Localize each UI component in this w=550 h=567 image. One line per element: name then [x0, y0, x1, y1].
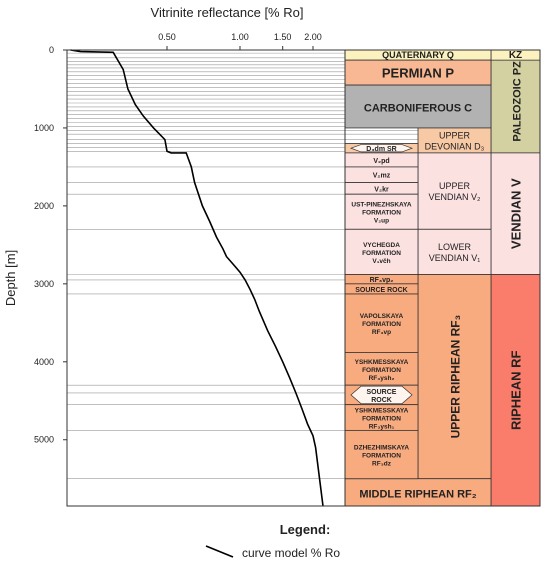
x-tick-label: 0.50: [158, 32, 176, 42]
y-tick-label: 2000: [34, 201, 54, 211]
legend-swatch: [205, 545, 234, 558]
y-tick-label: 1000: [34, 123, 54, 133]
system-label: UPPER: [439, 130, 471, 140]
x-tick-label: 1.50: [274, 32, 292, 42]
system-label: UPPER RIPHEAN RF₃: [449, 315, 463, 439]
formation-label: FORMATION: [362, 416, 401, 423]
system-label: VENDIAN V₂: [428, 192, 481, 202]
formation-label: FORMATION: [362, 367, 401, 374]
system-label: QUATERNARY Q: [382, 50, 454, 60]
formation-label: DZHEZHIMSKAYA: [354, 445, 409, 452]
era-label: VENDIAN V: [509, 178, 524, 249]
formation-label: FORMATION: [362, 250, 401, 257]
formation-label: D₃dm SR: [366, 146, 396, 153]
system-label: DEVONIAN D₃: [425, 141, 485, 151]
era-label: PALEOZOIC PZ: [512, 61, 524, 142]
system-label: LOWER: [438, 242, 472, 252]
system-label: CARBONIFEROUS C: [364, 103, 472, 115]
system-block: [344, 59, 492, 86]
formation-label: FORMATION: [362, 210, 401, 217]
x-tick-label: 2.00: [304, 32, 322, 42]
formation-label: SOURCE: [367, 389, 397, 396]
formation-label: RF₃vp: [372, 329, 391, 336]
era-block: [490, 274, 541, 507]
formation-label: SOURCE ROCK: [355, 287, 408, 294]
y-axis-label: Depth [m]: [3, 250, 18, 306]
legend: Legend: curve model % Ro: [205, 522, 340, 560]
series-line: [70, 49, 324, 507]
formation-label: RF₃ysh₁: [369, 424, 395, 431]
formation-label: RF₃vp₂: [370, 277, 394, 284]
era-block: [490, 49, 541, 154]
era-header-label: KZ: [509, 50, 522, 61]
x-axis-label: Vitrinite reflectance [% Ro]: [151, 5, 304, 20]
formation-label: V₂up: [374, 218, 389, 225]
system-block: [417, 152, 492, 230]
system-block: [417, 274, 492, 480]
formation-label: V₁včh: [372, 258, 390, 265]
formation-label: V₂kr: [374, 186, 389, 193]
formation-label: RF₃dz: [372, 461, 392, 468]
system-label: VENDIAN V₁: [429, 253, 481, 263]
system-block: [417, 228, 492, 275]
formation-label: FORMATION: [362, 453, 401, 460]
formation-label: YSHKMESSKAYA: [355, 408, 409, 415]
system-block: [344, 478, 492, 507]
column-frame: [344, 49, 541, 507]
era-block: [490, 152, 541, 275]
system-block: [344, 84, 492, 129]
system-block: [417, 127, 492, 154]
era-label: RIPHEAN RF: [509, 350, 524, 430]
y-tick-label: 4000: [34, 357, 54, 367]
formation-label: VAPOLSKAYA: [360, 313, 404, 320]
x-tick-label: 1.00: [231, 32, 249, 42]
axes: 0.50 1.00 1.50 2.00 Vitrinite reflectance [%…: [3, 5, 346, 507]
y-tick-label: 5000: [34, 435, 54, 445]
y-tick-label: 3000: [34, 279, 54, 289]
formation-label: YSHKMESSKAYA: [355, 359, 409, 366]
formation-block: [344, 352, 419, 386]
formation-block: [344, 228, 419, 275]
system-label: PERMIAN P: [382, 66, 455, 81]
legend-entry: curve model % Ro: [242, 546, 340, 560]
formation-block: [344, 429, 419, 480]
formation-marker: [349, 144, 414, 153]
system-label: UPPER: [439, 181, 471, 191]
formation-label: RF₃ysh₂: [369, 375, 395, 382]
formation-marker: [350, 385, 413, 405]
formation-block: [344, 293, 419, 353]
y-tick-label: 0: [49, 45, 54, 55]
system-label: MIDDLE RIPHEAN RF₂: [359, 488, 476, 500]
formation-label: V₂pd: [373, 158, 389, 165]
formation-label: ROCK: [371, 397, 392, 404]
formation-label: FORMATION: [362, 321, 401, 328]
curve-layer: [70, 49, 324, 507]
formation-label: UST-PINEZHSKAYA: [351, 202, 412, 209]
formation-label: VYCHEGDA: [363, 242, 400, 249]
stratigraphic-column: PALEOZOIC PZ VENDIAN V RIPHEAN RF KZ QUATERN…: [344, 49, 541, 507]
formation-label: V₂mz: [373, 173, 391, 180]
legend-title: Legend:: [280, 522, 331, 537]
